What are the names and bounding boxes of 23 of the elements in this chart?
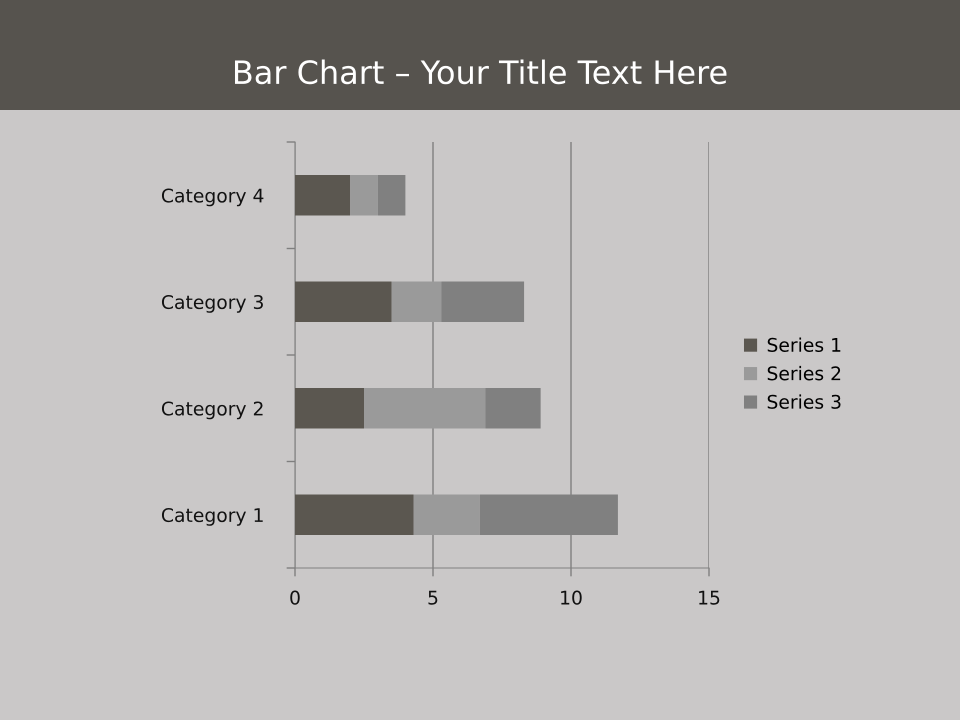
chart-title: Bar Chart – Your Title Text Here <box>234 60 726 84</box>
legend-label: Series 2 <box>768 366 840 380</box>
bar <box>295 388 364 428</box>
bar <box>392 282 442 322</box>
bar <box>295 494 414 535</box>
y-tick-label: Category 1 <box>162 508 263 526</box>
legend-label: Series 1 <box>768 337 840 352</box>
bar <box>414 494 480 535</box>
bar <box>378 175 406 216</box>
y-tick-label: Category 4 <box>162 188 264 206</box>
legend-label: Series 3 <box>768 394 841 409</box>
y-tick-label: Category 2 <box>162 401 263 420</box>
bar <box>295 282 392 322</box>
bar <box>350 175 378 216</box>
x-tick-label: 5 <box>428 590 438 605</box>
x-tick-label: 0 <box>290 590 300 605</box>
x-tick-label: 10 <box>561 590 582 605</box>
bar <box>295 175 350 216</box>
x-tick-label: 15 <box>699 590 720 605</box>
bar <box>441 282 524 322</box>
y-tick-label: Category 3 <box>162 294 263 313</box>
bar <box>485 388 541 428</box>
bar <box>364 388 486 428</box>
